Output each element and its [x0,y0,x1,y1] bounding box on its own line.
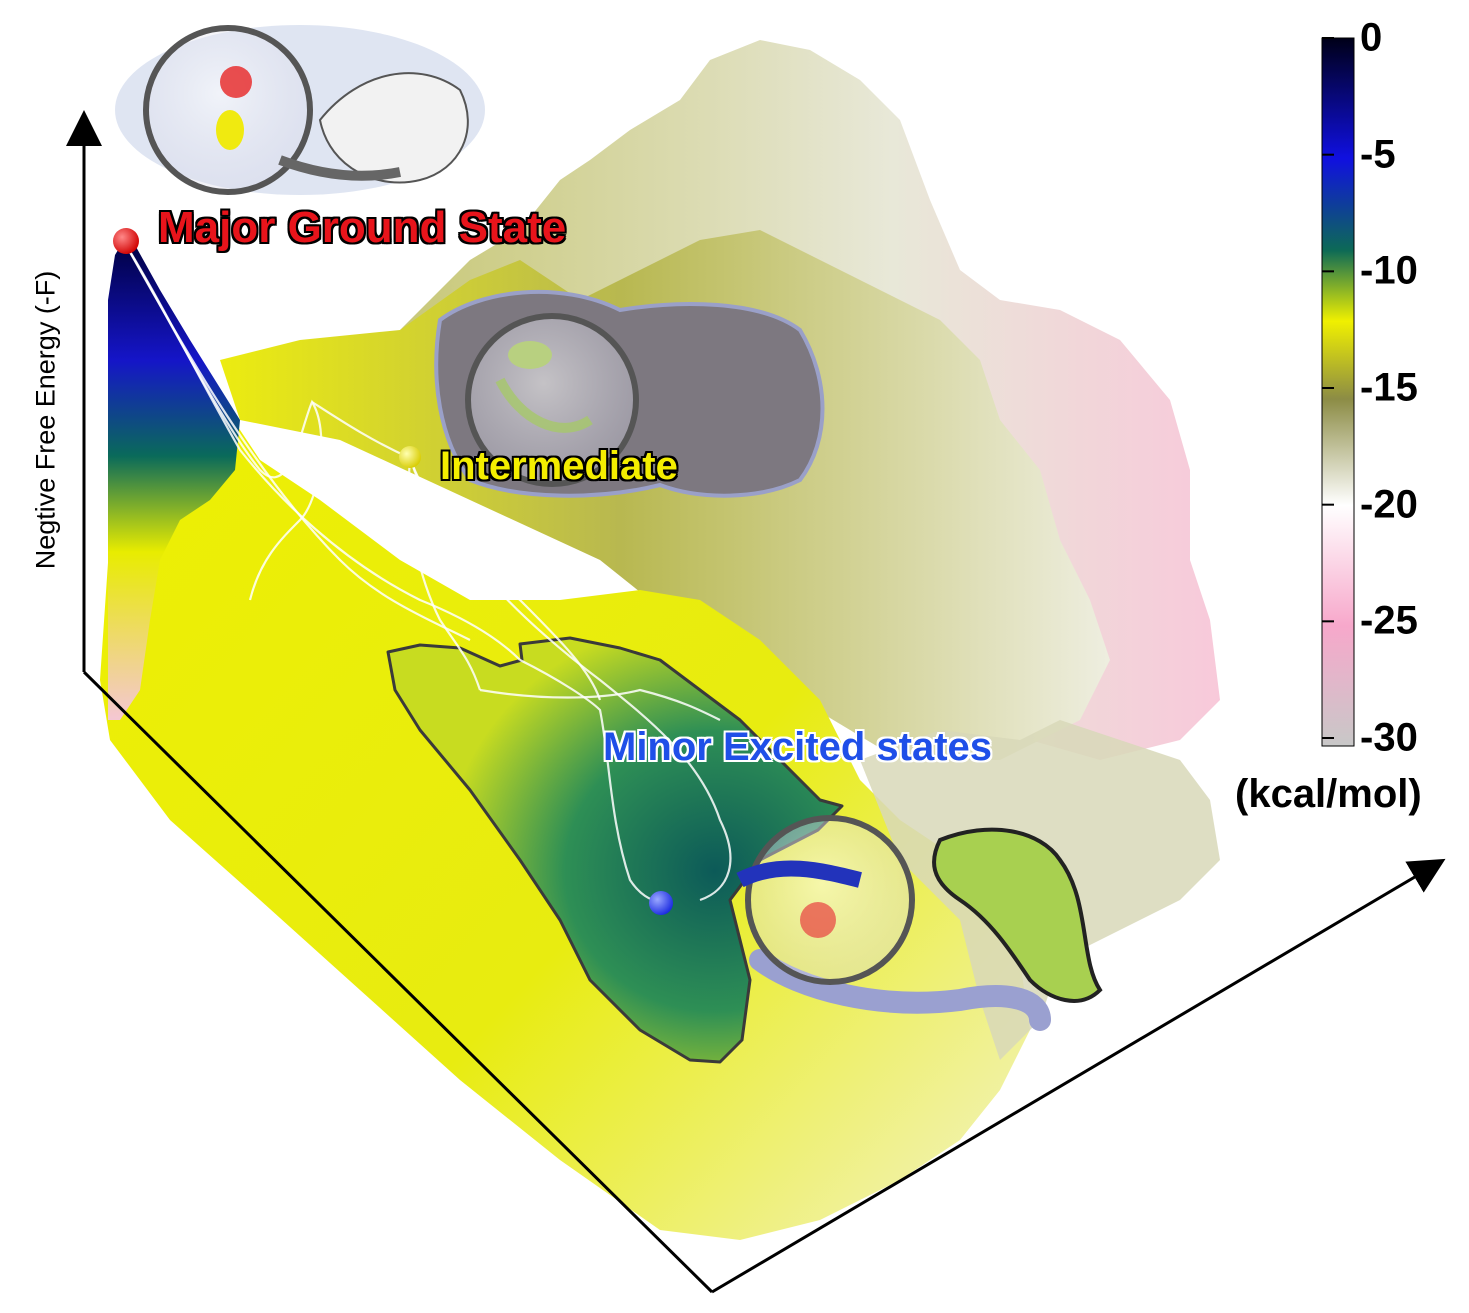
z-axis [711,858,1446,1294]
intermediate-label: Intermediate [440,444,678,488]
intermediate-state-marker [399,446,421,468]
colorbar-tick-label: -5 [1360,132,1396,177]
ground-state-well [108,240,240,720]
major-state-marker [113,228,139,254]
y-axis-label: Negtive Free Energy (-F) [30,270,61,570]
colorbar-tick-label: -25 [1360,598,1418,643]
colorbar-tick-label: -20 [1360,482,1418,527]
axes [66,110,1446,1294]
major-ground-state-label: Major Ground State [158,203,567,252]
colorbar-unit: (kcal/mol) [1235,772,1422,816]
minor-excited-states-label: Minor Excited states [603,725,993,769]
minor-state-structure [736,815,1103,1031]
colorbar-tick-label: -10 [1360,248,1418,293]
x-axis [82,670,714,1294]
colorbar-tick-label: -15 [1360,365,1418,410]
colorbar-tick-label: 0 [1360,15,1383,60]
transition-paths [125,244,732,904]
minor-state-marker [649,891,673,915]
colorbar [1321,37,1355,747]
colorbar-gradient [1321,37,1355,747]
colorbar-tick-label: -30 [1360,715,1418,760]
major-state-structure [115,25,485,195]
intermediate-structure [434,289,825,498]
